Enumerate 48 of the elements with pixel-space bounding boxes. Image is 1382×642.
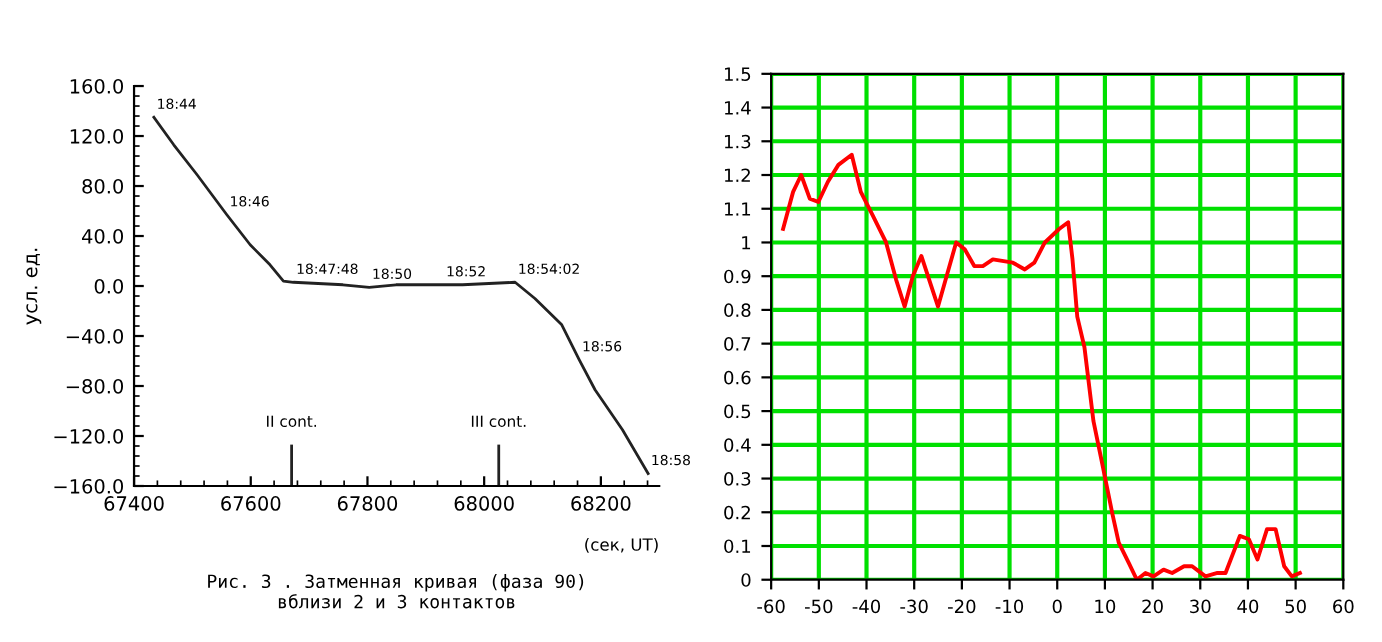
x-tick-label: 50 bbox=[1285, 599, 1306, 614]
y-tick-label: −160.0 bbox=[54, 478, 124, 494]
x-tick-label: -50 bbox=[804, 599, 833, 614]
y-tick-label: 0 bbox=[741, 573, 751, 587]
x-tick-label: 67600 bbox=[221, 496, 281, 511]
x-tick-label: 20 bbox=[1142, 599, 1163, 614]
y-tick-label: 0.5 bbox=[724, 404, 751, 419]
y-tick-label: 1.5 bbox=[724, 67, 751, 81]
y-tick-label: 160.0 bbox=[70, 78, 124, 94]
y-tick-label: −40.0 bbox=[66, 328, 124, 344]
y-tick-label: 0.8 bbox=[724, 303, 751, 318]
y-tick-label: 0.9 bbox=[724, 269, 751, 284]
y-tick-label: 1.1 bbox=[724, 202, 751, 216]
x-tick-label: 60 bbox=[1333, 599, 1354, 614]
x-tick-label: 0 bbox=[1052, 599, 1062, 614]
x-tick-label: 67800 bbox=[337, 496, 398, 511]
x-tick-label: -20 bbox=[948, 599, 976, 614]
y-tick-label: 40.0 bbox=[81, 228, 124, 244]
x-tick-label: 67400 bbox=[104, 496, 164, 511]
y-tick-label: 120.0 bbox=[70, 128, 124, 144]
line-series bbox=[152, 115, 650, 475]
y-tick-label: 0.4 bbox=[724, 438, 751, 452]
y-tick-label: 0.0 bbox=[94, 278, 124, 294]
y-tick-label: 0.6 bbox=[724, 370, 751, 385]
y-tick-label: 1.3 bbox=[724, 134, 751, 149]
x-tick-label: 30 bbox=[1190, 599, 1211, 614]
x-tick-label: 40 bbox=[1237, 599, 1259, 614]
y-tick-label: 80.0 bbox=[82, 178, 124, 194]
x-tick-label: -10 bbox=[995, 599, 1024, 614]
y-tick-label: 0.7 bbox=[724, 337, 751, 351]
text: Рис. 3 . Затменная кривая (фаза 90) вблизи 2 и 3 контактов bbox=[208, 574, 584, 609]
y-tick-label: 1.2 bbox=[724, 168, 750, 182]
y-axis-title: усл. ед. bbox=[26, 248, 42, 325]
x-tick-label: -40 bbox=[852, 599, 881, 614]
y-tick-label: 0.2 bbox=[724, 505, 750, 520]
y-tick-label: 1.4 bbox=[724, 101, 751, 115]
x-tick-label: -30 bbox=[900, 599, 928, 614]
x-tick-label: 68000 bbox=[454, 496, 514, 511]
x-axis-title: (сек, UT) bbox=[585, 537, 658, 553]
y-tick-label: −120.0 bbox=[54, 428, 124, 444]
line-series bbox=[781, 152, 1302, 580]
y-tick-label: 1 bbox=[742, 236, 751, 250]
x-tick-label: 68200 bbox=[571, 496, 631, 511]
x-tick-label: 10 bbox=[1095, 599, 1116, 614]
y-tick-label: 0.3 bbox=[724, 472, 751, 486]
y-tick-label: 0.1 bbox=[724, 539, 751, 554]
x-tick-label: -60 bbox=[757, 599, 785, 614]
y-tick-label: −80.0 bbox=[66, 378, 124, 394]
